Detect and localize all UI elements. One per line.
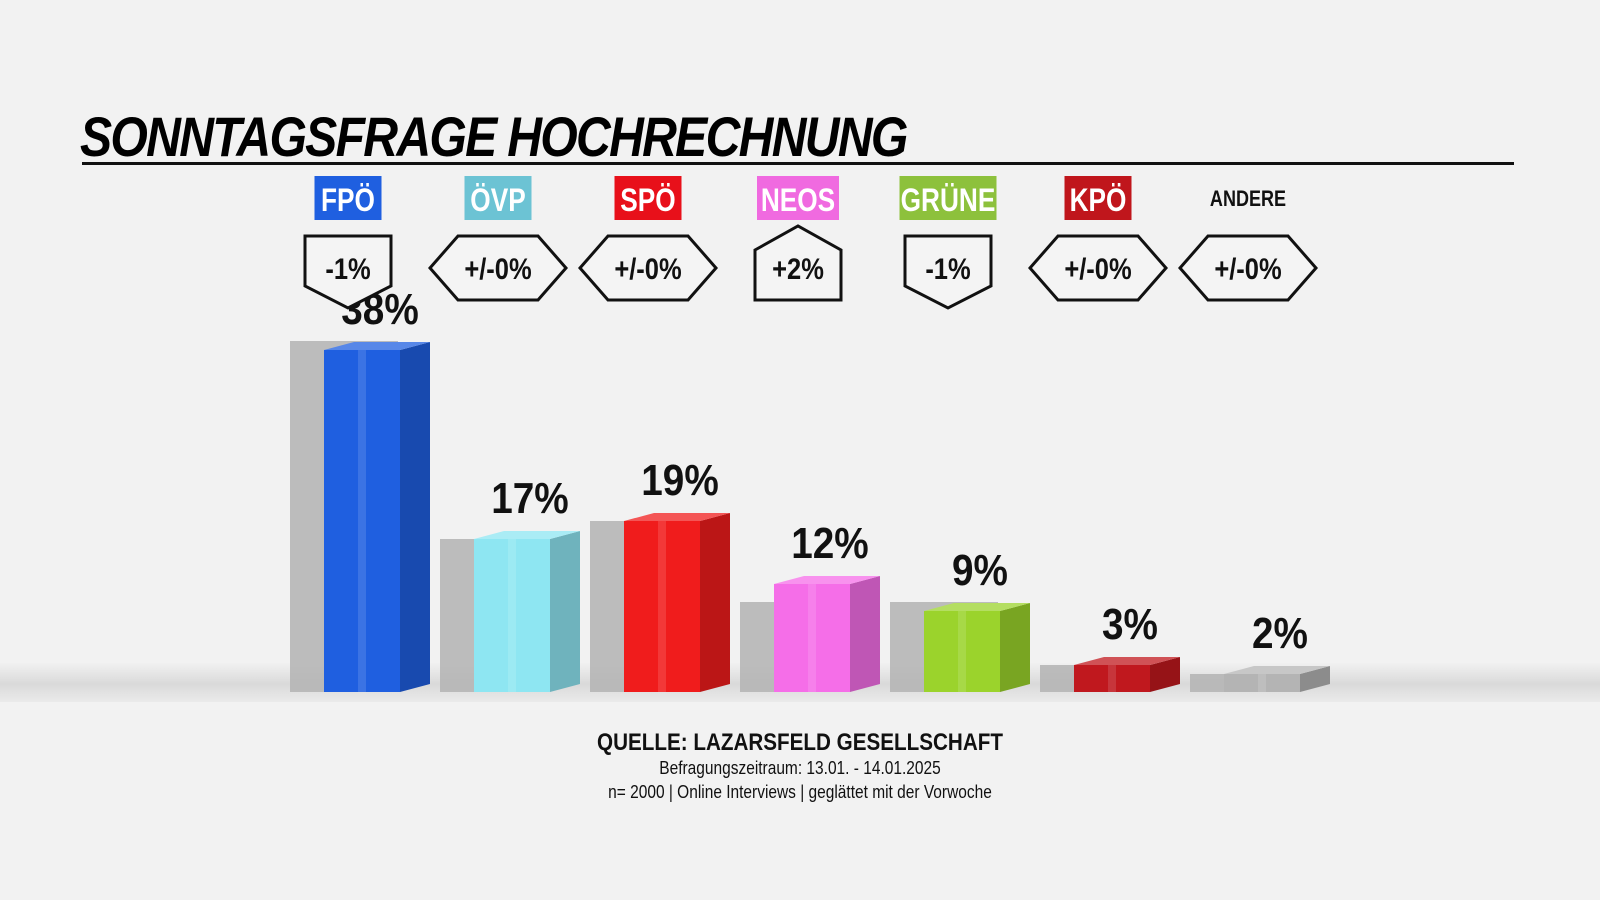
bar-top-kpoe [1074,657,1180,665]
title-divider [82,162,1514,165]
bar-group-oevp: 17% ÖVP +/-0% [428,176,580,692]
change-label-fpoe: -1% [325,252,371,285]
bar-highlight-neos [808,584,816,692]
change-label-oevp: +/-0% [464,252,532,285]
party-label-oevp: ÖVP [470,183,525,219]
party-label-neos: NEOS [761,184,835,219]
bar-side-kpoe [1150,657,1180,692]
bar-highlight-spoe [658,521,666,692]
bar-group-gruene: 9% GRÜNE -1% [890,176,1030,692]
change-label-neos: +2% [772,252,824,285]
party-label-andere: ANDERE [1210,187,1286,211]
bar-side-neos [850,576,880,692]
bar-side-spoe [700,513,730,692]
change-indicator-fpoe [303,234,393,310]
survey-period: Befragungszeitraum: 13.01. - 14.01.2025 [659,758,941,778]
party-badge-kpoe [1064,176,1132,220]
change-label-spoe: +/-0% [614,252,682,285]
bar-group-fpoe: 38%FPÖ-1% [290,176,430,692]
bar-group-spoe: 19% SPÖ +/-0% [578,176,730,692]
value-label-spoe: 19% [641,455,718,505]
change-label-gruene: -1% [925,252,971,285]
bar-group-kpoe: 3% KPÖ +/-0% [1028,176,1180,692]
party-badge-oevp [464,176,532,220]
value-label-kpoe: 3% [1102,599,1158,649]
value-label-oevp: 17% [491,473,568,523]
change-indicator-gruene [903,234,993,310]
bar-top-gruene [924,603,1030,611]
party-badge-gruene [899,176,997,220]
bar-group-neos: 12% NEOS +2% [740,176,880,692]
party-label-kpoe: KPÖ [1070,183,1127,219]
bar-highlight-andere [1258,674,1266,692]
bar-top-andere [1224,666,1330,674]
change-label-andere: +/-0% [1214,252,1282,285]
sample-info: n= 2000 | Online Interviews | geglättet … [608,782,992,802]
bar-highlight-oevp [508,539,516,692]
party-badge-fpoe [314,176,382,220]
bar-side-oevp [550,531,580,692]
bar-highlight-gruene [958,611,966,692]
change-indicator-oevp [428,234,568,302]
change-label-kpoe: +/-0% [1064,252,1132,285]
bar-highlight-kpoe [1108,665,1116,692]
party-badge-neos [757,176,839,220]
bar-side-fpoe [400,342,430,692]
party-label-spoe: SPÖ [620,183,675,219]
bar-side-gruene [1000,603,1030,692]
bar-top-fpoe [324,342,430,350]
change-indicator-neos [753,224,843,302]
bar-top-spoe [624,513,730,521]
value-label-andere: 2% [1252,608,1308,658]
bar-top-neos [774,576,880,584]
bar-highlight-fpoe [358,350,366,692]
change-indicator-kpoe [1028,234,1168,302]
bar-top-oevp [474,531,580,539]
change-indicator-andere [1178,234,1318,302]
party-label-fpoe: FPÖ [321,183,375,219]
bar-side-andere [1300,666,1330,692]
party-label-gruene: GRÜNE [901,183,996,219]
chart-title: SONNTAGSFRAGE HOCHRECHNUNG [80,105,908,168]
value-label-neos: 12% [791,518,868,568]
bar-group-andere: 2% ANDERE +/-0% [1178,187,1330,692]
value-label-gruene: 9% [952,545,1008,595]
party-badge-spoe [614,176,682,220]
source-label: QUELLE: LAZARSFELD GESELLSCHAFT [597,729,1003,756]
change-indicator-spoe [578,234,718,302]
